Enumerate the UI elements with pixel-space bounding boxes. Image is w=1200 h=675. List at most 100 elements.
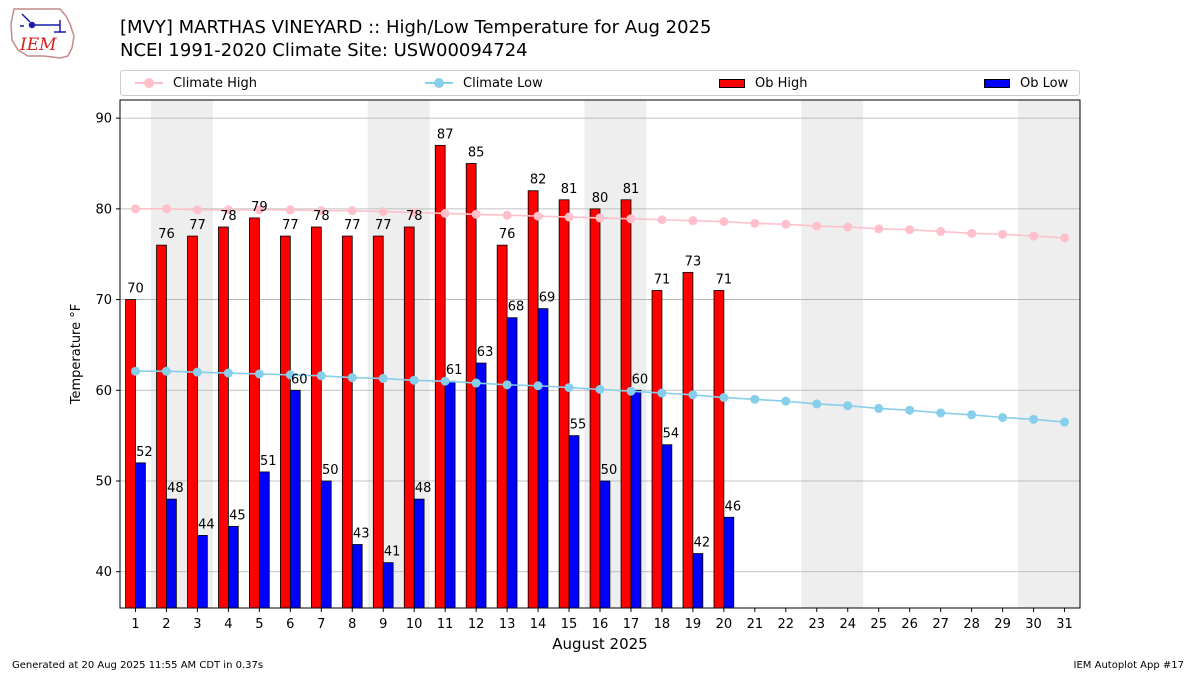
climate-low-point xyxy=(285,370,295,380)
climate-high-point xyxy=(471,209,481,219)
ob-high-label: 81 xyxy=(561,182,578,197)
x-axis-label: August 2025 xyxy=(552,635,647,653)
climate-low-point xyxy=(347,373,357,383)
ob-high-label: 70 xyxy=(127,282,144,297)
climate-high-point xyxy=(192,205,202,215)
ob-low-bar xyxy=(135,462,146,609)
climate-high-point xyxy=(130,204,140,214)
ob-high-bar xyxy=(310,226,322,609)
legend-label-climate-low: Climate Low xyxy=(463,75,543,91)
climate-high-point xyxy=(254,205,264,215)
ob-high-bar xyxy=(156,244,167,609)
ob-high-bar xyxy=(496,244,508,609)
ob-high-label: 82 xyxy=(530,173,547,188)
ob-low-label: 48 xyxy=(415,481,432,496)
climate-high-point xyxy=(967,228,977,238)
ob-low-label: 60 xyxy=(291,372,308,387)
ob-low-label: 41 xyxy=(384,545,401,560)
ob-high-label: 71 xyxy=(654,273,671,288)
x-tick-label: 15 xyxy=(561,617,578,632)
x-tick-label: 31 xyxy=(1056,617,1073,632)
ob-high-bar xyxy=(249,217,260,609)
legend-swatch-ob-low xyxy=(984,78,1010,88)
x-tick-label: 26 xyxy=(901,617,918,632)
ob-high-label: 77 xyxy=(189,218,206,233)
ob-high-bar xyxy=(125,299,136,609)
climate-high-point xyxy=(564,212,574,222)
footer-app: IEM Autoplot App #17 xyxy=(1073,660,1184,671)
climate-high-point xyxy=(750,218,760,228)
ob-low-label: 52 xyxy=(136,445,153,460)
climate-low-point xyxy=(626,386,636,396)
climate-low-point xyxy=(223,368,233,378)
ob-low-label: 42 xyxy=(694,536,711,551)
x-tick-label: 9 xyxy=(379,617,387,632)
ob-high-bar xyxy=(187,235,198,609)
y-tick-label: 40 xyxy=(95,565,112,580)
climate-low-point xyxy=(316,371,326,381)
ob-high-bar xyxy=(341,235,353,609)
climate-high-point xyxy=(1029,231,1039,241)
x-tick-label: 13 xyxy=(499,617,516,632)
ob-low-bar xyxy=(723,516,735,609)
ob-high-bar xyxy=(403,226,415,609)
ob-low-bar xyxy=(444,380,456,609)
climate-low-point xyxy=(781,396,791,406)
ob-low-bar xyxy=(289,389,301,609)
climate-high-point xyxy=(440,208,450,218)
climate-high-point xyxy=(812,221,822,231)
weekend-band xyxy=(1018,100,1080,608)
climate-low-point xyxy=(471,378,481,388)
x-tick-label: 21 xyxy=(747,617,764,632)
x-tick-label: 14 xyxy=(530,617,547,632)
climate-low-point xyxy=(874,403,884,413)
climate-low-point xyxy=(1060,417,1070,427)
ob-high-bar xyxy=(651,290,663,609)
climate-low-point xyxy=(750,394,760,404)
climate-high-point xyxy=(409,207,419,217)
climate-high-point xyxy=(657,215,667,225)
climate-low-point xyxy=(440,376,450,386)
climate-low-point xyxy=(130,366,140,376)
x-tick-label: 6 xyxy=(286,617,294,632)
climate-low-point xyxy=(564,383,574,393)
climate-low-point xyxy=(688,390,698,400)
climate-low-point xyxy=(409,375,419,385)
ob-low-label: 69 xyxy=(539,291,556,306)
ob-low-bar xyxy=(630,389,642,609)
x-tick-label: 27 xyxy=(932,617,949,632)
ob-low-label: 48 xyxy=(167,481,184,496)
ob-low-bar xyxy=(692,553,704,609)
climate-low-point xyxy=(905,405,915,415)
x-tick-label: 8 xyxy=(348,617,356,632)
ob-high-label: 79 xyxy=(251,200,268,215)
climate-high-point xyxy=(1060,233,1070,243)
ob-low-bar xyxy=(599,480,611,609)
climate-low-point xyxy=(1029,414,1039,424)
climate-high-point xyxy=(285,205,295,215)
iem-logo: IEM xyxy=(8,6,80,60)
x-tick-label: 17 xyxy=(623,617,640,632)
ob-low-bar xyxy=(320,480,332,609)
weekend-band xyxy=(801,100,864,608)
x-tick-label: 28 xyxy=(963,617,980,632)
legend-label-ob-low: Ob Low xyxy=(1020,75,1069,91)
ob-high-label: 81 xyxy=(623,182,640,197)
climate-high-point xyxy=(998,229,1008,239)
ob-high-bar xyxy=(280,235,291,609)
legend-label-climate-high: Climate High xyxy=(173,75,258,91)
climate-low-point xyxy=(192,367,202,377)
x-tick-label: 25 xyxy=(870,617,887,632)
ob-low-bar xyxy=(351,544,363,609)
x-tick-label: 7 xyxy=(317,617,325,632)
legend-item-ob-low: Ob Low xyxy=(984,71,1068,95)
ob-high-label: 78 xyxy=(220,209,237,224)
x-tick-label: 22 xyxy=(778,617,795,632)
climate-low-point xyxy=(657,388,667,398)
climate-low-point xyxy=(967,410,977,420)
ob-low-label: 61 xyxy=(446,363,463,378)
climate-low-point xyxy=(595,384,605,394)
climate-high-point xyxy=(719,217,729,227)
climate-high-point xyxy=(905,225,915,235)
